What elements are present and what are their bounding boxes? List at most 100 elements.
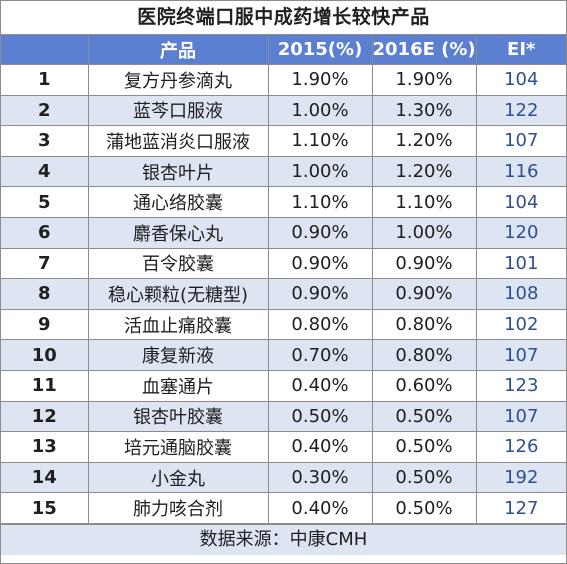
rank-cell: 12 [1, 400, 89, 433]
share-2016e-cell: 1.20% [371, 155, 477, 188]
share-2015-cell: 1.90% [267, 64, 373, 96]
share-2015-cell: 0.30% [267, 461, 373, 494]
product-cell: 银杏叶片 [87, 155, 269, 188]
table-row: 12 银杏叶胶囊 0.50% 0.50% 107 [1, 400, 566, 433]
ei-cell: 107 [475, 400, 566, 433]
ei-cell: 101 [475, 247, 566, 280]
ei-cell: 108 [475, 278, 566, 310]
share-2015-cell: 0.40% [267, 369, 373, 402]
share-2015-cell: 0.90% [267, 216, 373, 249]
product-cell: 蒲地蓝消炎口服液 [87, 125, 269, 157]
rank-cell: 6 [1, 216, 89, 249]
rank-cell: 1 [1, 64, 89, 96]
product-cell: 蓝芩口服液 [87, 94, 269, 127]
share-2015-cell: 0.90% [267, 247, 373, 280]
share-2015-cell: 0.40% [267, 492, 373, 524]
ei-cell: 104 [475, 64, 566, 96]
share-2015-cell: 1.00% [267, 94, 373, 127]
ei-cell: 104 [475, 186, 566, 218]
table-row: 7 百令胶囊 0.90% 0.90% 101 [1, 247, 566, 280]
product-cell: 培元通脑胶囊 [87, 431, 269, 463]
share-2016e-cell: 1.10% [371, 186, 477, 218]
table-row: 15 肺力咳合剂 0.40% 0.50% 127 [1, 492, 566, 524]
product-cell: 康复新液 [87, 339, 269, 371]
share-2016e-cell: 1.30% [371, 94, 477, 127]
header-row: 产品 2015(%) 2016E (%) EI* [1, 35, 566, 65]
ei-cell: 107 [475, 125, 566, 157]
share-2016e-cell: 1.00% [371, 216, 477, 249]
header-ei: EI* [475, 35, 566, 65]
share-2016e-cell: 0.60% [371, 369, 477, 402]
share-2015-cell: 0.90% [267, 278, 373, 310]
ei-cell: 127 [475, 492, 566, 524]
table-row: 4 银杏叶片 1.00% 1.20% 116 [1, 155, 566, 188]
share-2016e-cell: 0.50% [371, 400, 477, 433]
share-2016e-cell: 0.50% [371, 461, 477, 494]
product-cell: 百令胶囊 [87, 247, 269, 280]
header-product: 产品 [87, 35, 269, 65]
table-row: 2 蓝芩口服液 1.00% 1.30% 122 [1, 94, 566, 127]
rank-cell: 13 [1, 431, 89, 463]
share-2015-cell: 0.40% [267, 431, 373, 463]
share-2015-cell: 1.10% [267, 125, 373, 157]
rank-cell: 9 [1, 308, 89, 341]
rank-cell: 8 [1, 278, 89, 310]
share-2016e-cell: 1.90% [371, 64, 477, 96]
table-row: 6 麝香保心丸 0.90% 1.00% 120 [1, 216, 566, 249]
share-2015-cell: 0.70% [267, 339, 373, 371]
share-2015-cell: 0.80% [267, 308, 373, 341]
table-row: 10 康复新液 0.70% 0.80% 107 [1, 339, 566, 371]
header-2016e: 2016E (%) [371, 35, 477, 65]
rank-cell: 3 [1, 125, 89, 157]
share-2016e-cell: 0.80% [371, 308, 477, 341]
product-cell: 小金丸 [87, 461, 269, 494]
rank-cell: 14 [1, 461, 89, 494]
share-2016e-cell: 0.90% [371, 247, 477, 280]
header-rank [1, 35, 89, 65]
share-2015-cell: 1.10% [267, 186, 373, 218]
product-cell: 活血止痛胶囊 [87, 308, 269, 341]
ei-cell: 116 [475, 155, 566, 188]
product-cell: 通心络胶囊 [87, 186, 269, 218]
product-cell: 银杏叶胶囊 [87, 400, 269, 433]
table-row: 11 血塞通片 0.40% 0.60% 123 [1, 369, 566, 402]
rank-cell: 2 [1, 94, 89, 127]
ei-cell: 126 [475, 431, 566, 463]
product-cell: 稳心颗粒(无糖型) [87, 278, 269, 310]
share-2016e-cell: 0.80% [371, 339, 477, 371]
ei-cell: 123 [475, 369, 566, 402]
product-cell: 肺力咳合剂 [87, 492, 269, 524]
rank-cell: 10 [1, 339, 89, 371]
table-row: 13 培元通脑胶囊 0.40% 0.50% 126 [1, 431, 566, 463]
table-row: 5 通心络胶囊 1.10% 1.10% 104 [1, 186, 566, 218]
share-2015-cell: 1.00% [267, 155, 373, 188]
ei-cell: 192 [475, 461, 566, 494]
products-table: 产品 2015(%) 2016E (%) EI* 1 复方丹参滴丸 1.90% … [1, 35, 566, 524]
ei-cell: 102 [475, 308, 566, 341]
rank-cell: 5 [1, 186, 89, 218]
product-cell: 血塞通片 [87, 369, 269, 402]
data-source-note: 数据来源：中康CMH [1, 523, 566, 555]
share-2015-cell: 0.50% [267, 400, 373, 433]
rank-cell: 11 [1, 369, 89, 402]
product-cell: 麝香保心丸 [87, 216, 269, 249]
ei-cell: 122 [475, 94, 566, 127]
share-2016e-cell: 0.50% [371, 492, 477, 524]
share-2016e-cell: 0.90% [371, 278, 477, 310]
table-title: 医院终端口服中成药增长较快产品 [1, 1, 566, 35]
share-2016e-cell: 1.20% [371, 125, 477, 157]
table-row: 1 复方丹参滴丸 1.90% 1.90% 104 [1, 64, 566, 96]
rank-cell: 7 [1, 247, 89, 280]
table-body: 1 复方丹参滴丸 1.90% 1.90% 104 2 蓝芩口服液 1.00% 1… [1, 64, 566, 524]
rank-cell: 4 [1, 155, 89, 188]
header-2015: 2015(%) [267, 35, 373, 65]
ei-cell: 107 [475, 339, 566, 371]
table-row: 9 活血止痛胶囊 0.80% 0.80% 102 [1, 308, 566, 341]
ei-cell: 120 [475, 216, 566, 249]
table-row: 3 蒲地蓝消炎口服液 1.10% 1.20% 107 [1, 125, 566, 157]
rank-cell: 15 [1, 492, 89, 524]
table-row: 8 稳心颗粒(无糖型) 0.90% 0.90% 108 [1, 278, 566, 310]
table-row: 14 小金丸 0.30% 0.50% 192 [1, 461, 566, 494]
share-2016e-cell: 0.50% [371, 431, 477, 463]
